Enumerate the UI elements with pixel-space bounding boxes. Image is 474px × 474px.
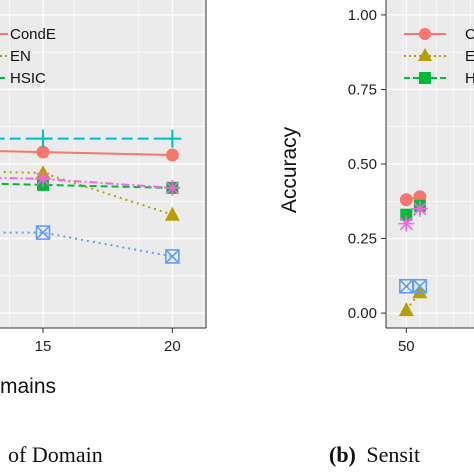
a-x-tick-label: 15	[35, 338, 52, 355]
b-point-crossbox	[412, 278, 428, 294]
a-point-star	[35, 170, 51, 187]
b-y-tick-label: 1.00	[348, 7, 377, 24]
panel-a-gridlines	[0, 0, 206, 328]
panel-a-x-axis-title: mains	[0, 375, 56, 398]
b-point-triangle	[412, 284, 428, 299]
b-point-star	[411, 200, 428, 217]
a-series-line-square	[0, 182, 173, 189]
b-y-tick-label: 0.50	[348, 156, 377, 173]
b-x-tick-label: 50	[398, 338, 415, 355]
b-point-square	[400, 208, 413, 221]
legend-label-hsic: HSIC	[10, 70, 46, 87]
a-point-star	[164, 179, 181, 196]
panel-b-y-ticks: 0.00 0.25 0.50 0.75 1.00	[348, 7, 386, 322]
legend-label-en: EN	[10, 48, 31, 65]
panel-b: 0.00 0.25 0.50 0.75 1.00 50 Accuracy C E H (…	[278, 0, 474, 467]
a-point-plus	[34, 129, 52, 148]
panel-b-legend-key-square	[404, 72, 446, 84]
b-y-tick-label: 0.25	[348, 231, 377, 248]
legend-item-conde: CondE	[0, 26, 56, 43]
a-point-plus	[163, 129, 182, 148]
panel-b-legend-partial-e: E	[465, 48, 474, 65]
a-x-tick-label: 20	[164, 338, 181, 355]
b-point-star	[398, 215, 415, 232]
panel-a-x-ticks: 15 20	[35, 328, 181, 355]
b-y-tick-label: 0.00	[348, 305, 377, 322]
a-series-line-crossbox	[0, 231, 173, 258]
b-point-triangle	[398, 302, 414, 317]
legend-label-conde: CondE	[10, 26, 56, 43]
a-point-crossbox	[165, 249, 180, 264]
a-point-circle	[36, 145, 50, 159]
legend-item-hsic: HSIC	[0, 70, 46, 87]
a-point-crossbox	[35, 225, 51, 240]
panel-a-series	[0, 129, 182, 264]
panel-b-series	[398, 190, 428, 317]
a-point-triangle	[164, 206, 180, 221]
b-point-circle	[399, 193, 413, 207]
legend-item-en: EN	[0, 48, 31, 65]
panel-b-legend: C E H	[404, 26, 474, 87]
panel-b-x-ticks: 50	[398, 328, 415, 355]
panel-b-caption-text: Sensit	[366, 442, 420, 467]
panel-b-legend-key-triangle	[404, 48, 446, 61]
panel-b-legend-partial-c: C	[465, 26, 474, 43]
panel-a-legend: CondE EN HSIC	[0, 26, 56, 87]
panel-a: 15 20 mains CondE EN HSIC of Domain	[0, 0, 207, 467]
panel-b-legend-key-circle	[404, 28, 446, 40]
panel-a-caption: of Domain	[8, 442, 103, 467]
panel-b-y-axis-title: Accuracy	[278, 126, 301, 213]
b-y-tick-label: 0.75	[348, 81, 377, 98]
panel-b-caption-label: (b)	[329, 442, 356, 467]
a-point-circle	[165, 148, 179, 162]
panel-b-legend-partial-h: H	[465, 70, 474, 87]
panel-b-caption: (b) Sensit	[329, 442, 420, 467]
